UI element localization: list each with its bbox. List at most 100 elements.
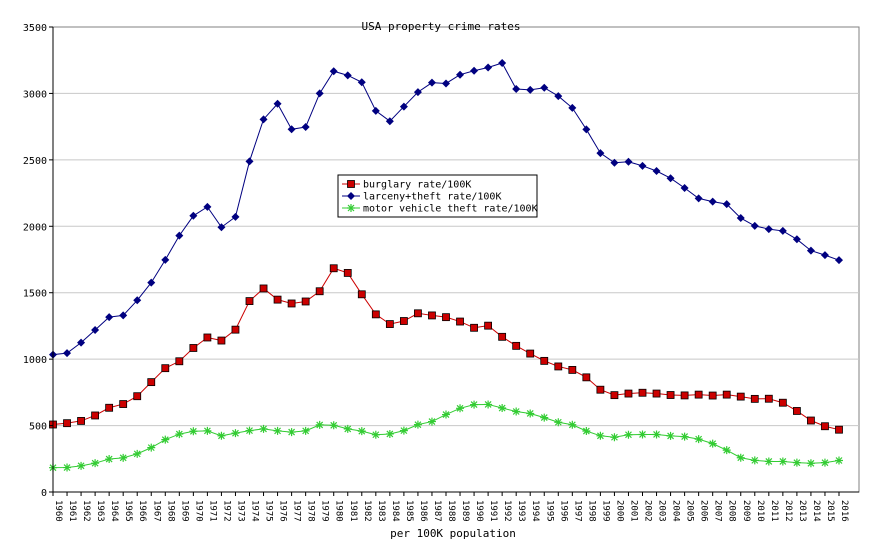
x-tick-label: 1971: [207, 500, 217, 522]
data-point: [624, 430, 633, 439]
data-point: [357, 78, 366, 87]
data-point: [540, 413, 549, 422]
x-tick-label: 1964: [109, 500, 119, 522]
data-point: [428, 311, 436, 320]
data-point: [652, 389, 661, 398]
x-tick-label: 2006: [699, 500, 709, 522]
data-point: [105, 403, 114, 412]
x-tick-label: 1975: [264, 500, 274, 522]
series-group: [49, 59, 843, 472]
data-point: [610, 158, 619, 167]
x-tick-label: 2001: [628, 500, 638, 522]
data-point: [512, 341, 521, 350]
data-point: [245, 426, 254, 435]
data-point: [105, 313, 114, 322]
data-point: [498, 404, 507, 413]
y-tick-label: 500: [29, 422, 47, 433]
x-tick-label: 1982: [362, 500, 372, 522]
data-point: [315, 420, 324, 429]
x-tick-label: 1979: [320, 500, 330, 522]
data-point: [764, 225, 773, 234]
data-point: [119, 453, 128, 462]
data-point: [399, 317, 408, 325]
data-point: [778, 226, 787, 235]
data-point: [442, 410, 450, 419]
x-tick-label: 2012: [783, 500, 793, 522]
x-tick-label: 1996: [558, 500, 568, 522]
data-point: [91, 411, 100, 420]
x-tick-label: 1987: [432, 500, 442, 522]
x-tick-label: 1980: [334, 500, 344, 522]
data-point: [119, 400, 128, 408]
x-tick-label: 1965: [123, 500, 133, 522]
data-point: [245, 157, 254, 166]
x-tick-label: 2016: [839, 500, 849, 522]
data-point: [287, 299, 296, 308]
x-tick-label: 1988: [446, 500, 456, 522]
data-point: [638, 161, 647, 170]
data-point: [750, 456, 759, 465]
x-tick-label: 1985: [404, 500, 414, 522]
series-diamond: [49, 59, 843, 359]
data-point: [582, 125, 591, 134]
x-tick-label: 1977: [292, 500, 302, 522]
data-point: [413, 420, 422, 429]
data-point: [736, 214, 745, 223]
data-point: [835, 456, 843, 465]
x-tick-label: 1998: [586, 500, 596, 522]
x-tick-label: 1973: [235, 500, 245, 522]
x-tick-label: 2004: [671, 500, 681, 522]
data-point: [133, 449, 142, 458]
data-point: [498, 332, 507, 341]
data-point: [315, 89, 324, 98]
data-point: [680, 391, 689, 400]
data-point: [596, 385, 605, 394]
data-point: [708, 439, 717, 448]
data-point: [694, 390, 703, 399]
data-point: [568, 103, 577, 112]
x-tick-label: 1962: [81, 500, 91, 522]
data-point: [343, 424, 352, 433]
data-point: [329, 67, 338, 76]
data-point: [792, 458, 801, 467]
y-tick-label: 1000: [23, 355, 47, 366]
data-point: [708, 197, 717, 206]
x-tick-label: 1984: [390, 500, 400, 522]
data-point: [357, 427, 366, 436]
data-point: [750, 394, 759, 403]
data-point: [77, 461, 86, 470]
x-tick-label: 1969: [179, 500, 189, 522]
data-point: [105, 455, 114, 464]
data-point: [77, 417, 85, 425]
data-point: [273, 426, 282, 435]
data-point: [526, 409, 535, 418]
legend-marker: [347, 204, 355, 212]
data-point: [427, 417, 436, 426]
series-square: [49, 264, 843, 434]
data-point: [694, 435, 703, 444]
x-tick-label: 1963: [95, 500, 105, 522]
x-tick-label: 2011: [769, 500, 779, 522]
data-point: [498, 59, 507, 68]
data-point: [820, 458, 829, 467]
x-tick-label: 2000: [614, 500, 624, 522]
data-point: [470, 323, 478, 332]
legend-marker: [347, 192, 355, 200]
data-point: [371, 310, 380, 319]
data-point: [189, 427, 198, 436]
data-point: [806, 246, 815, 255]
data-point: [610, 433, 619, 442]
data-point: [175, 231, 184, 240]
data-point: [203, 202, 212, 211]
data-point: [203, 333, 212, 342]
data-point: [63, 349, 72, 358]
x-tick-label: 2013: [797, 500, 807, 522]
data-point: [273, 99, 282, 108]
x-tick-label: 2003: [657, 500, 667, 522]
data-point: [638, 388, 647, 397]
data-point: [764, 457, 773, 466]
x-tick-label: 1978: [306, 500, 316, 522]
data-point: [820, 251, 829, 260]
data-point: [175, 430, 184, 439]
